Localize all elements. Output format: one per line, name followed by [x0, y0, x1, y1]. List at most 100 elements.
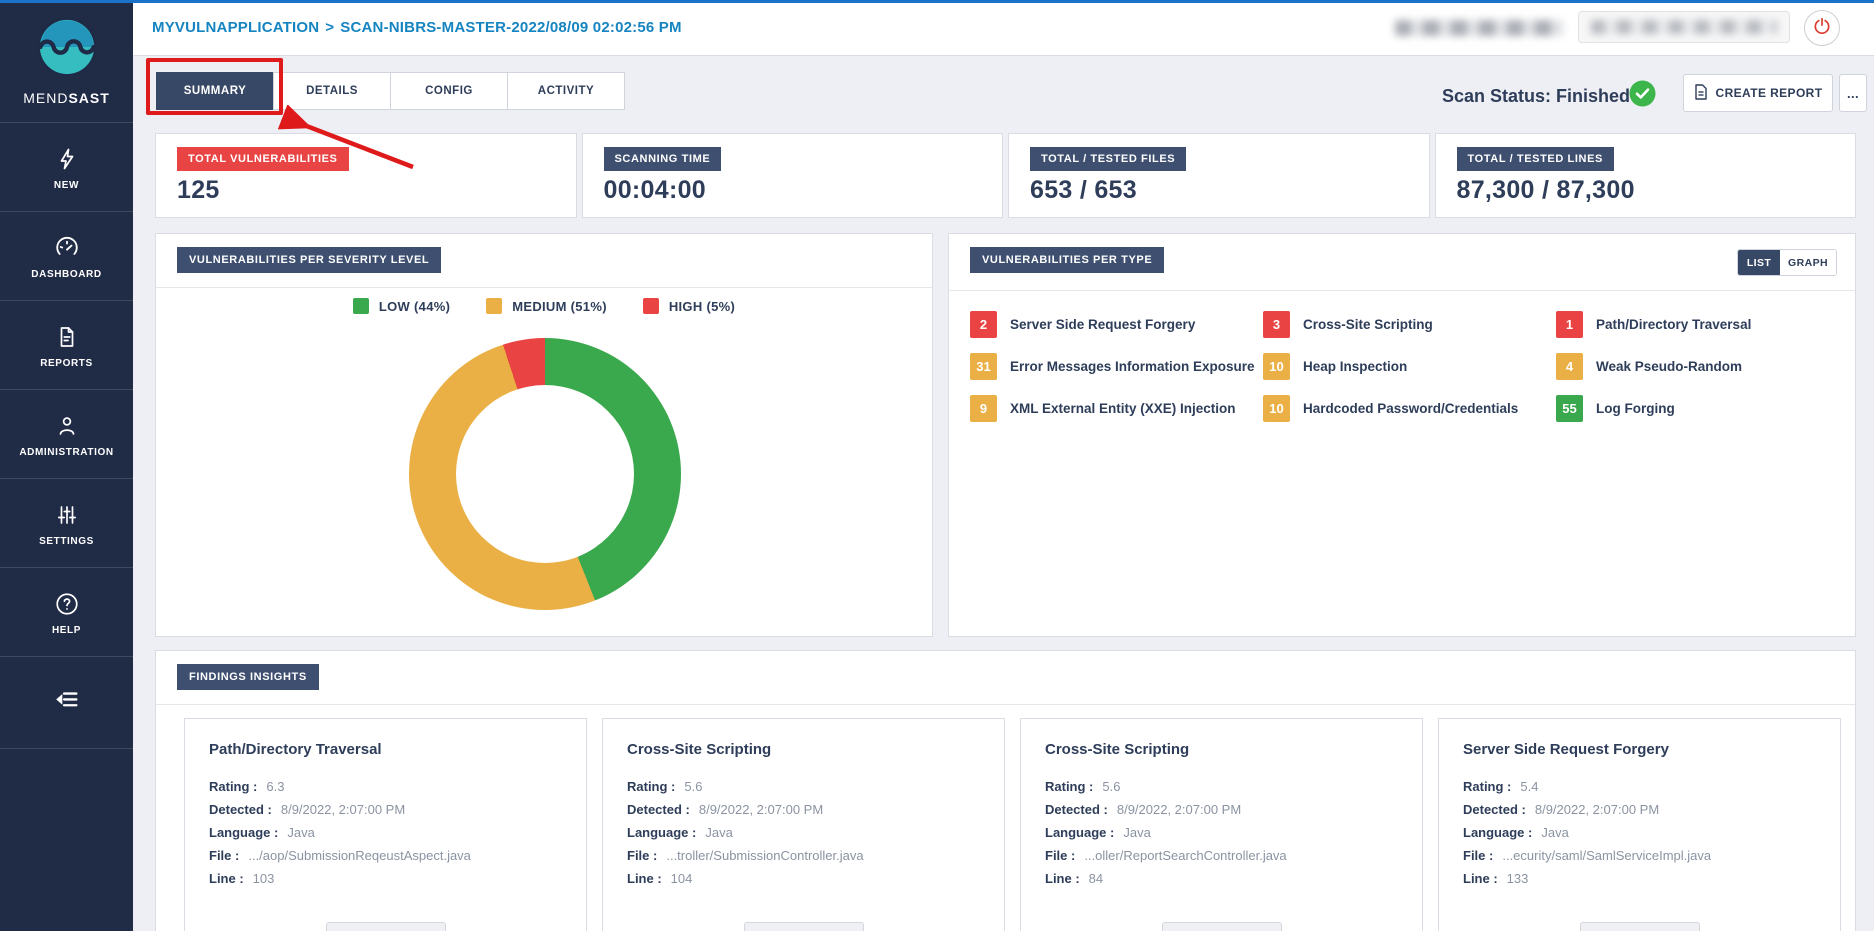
finding-rating: 6.3 [266, 779, 285, 794]
top-header: MYVULNAPPLICATION > SCAN-NIBRS-MASTER-2022… [133, 0, 1874, 56]
finding-language: Java [1541, 825, 1569, 840]
legend-swatch [352, 298, 369, 314]
finding-detected: 8/9/2022, 2:07:00 PM [698, 802, 824, 817]
tab-summary[interactable]: SUMMARY [156, 72, 274, 110]
finding-rating: 5.6 [1102, 779, 1121, 794]
breadcrumb: MYVULNAPPLICATION > SCAN-NIBRS-MASTER-2022… [152, 19, 682, 36]
stat-value: 125 [177, 176, 220, 204]
toggle-graph-button[interactable]: GRAPH [1780, 250, 1836, 275]
scan-status-label: Scan Status: Finished [1442, 86, 1631, 106]
sidebar-item-label: ADMINISTRATION [19, 446, 114, 458]
type-item[interactable]: 1 Path/Directory Traversal [1556, 311, 1840, 338]
finding-action-button[interactable] [1161, 922, 1282, 931]
stat-badge: TOTAL VULNERABILITIES [177, 147, 349, 171]
sidebar-item-new[interactable]: NEW [0, 123, 133, 212]
list-graph-toggle: LIST GRAPH [1737, 249, 1837, 276]
type-item[interactable]: 4 Weak Pseudo-Random [1556, 353, 1840, 380]
donut-hole [456, 385, 634, 563]
finding-file: ...troller/SubmissionController.java [666, 848, 864, 863]
stat-total-tested-lines: TOTAL / TESTED LINES 87,300 / 87,300 [1434, 133, 1856, 218]
type-count-badge: 10 [1263, 395, 1290, 422]
toggle-list-button[interactable]: LIST [1738, 250, 1780, 275]
finding-title: Path/Directory Traversal [209, 741, 382, 758]
sidebar-item-administration[interactable]: ADMINISTRATION [0, 390, 133, 479]
finding-action-button[interactable] [743, 922, 864, 931]
finding-detected: 8/9/2022, 2:07:00 PM [1116, 802, 1242, 817]
finding-action-button[interactable] [325, 922, 446, 931]
legend-item-high[interactable]: HIGH (5%) [642, 298, 735, 314]
findings-panel: FINDINGS INSIGHTS Path/Directory Travers… [155, 650, 1856, 931]
finding-details: Rating :5.4 Detected :8/9/2022, 2:07:00 … [1463, 779, 1712, 886]
finding-action-button[interactable] [1579, 922, 1700, 931]
severity-panel: VULNERABILITIES PER SEVERITY LEVEL LOW (… [155, 233, 933, 637]
sidebar-item-label: DASHBOARD [31, 268, 102, 280]
stat-total-tested-files: TOTAL / TESTED FILES 653 / 653 [1008, 133, 1430, 218]
sidebar-item-label: NEW [53, 179, 80, 191]
more-actions-button[interactable]: ... [1839, 74, 1867, 112]
stat-scanning-time: SCANNING TIME 00:04:00 [581, 133, 1003, 218]
sidebar-item-dashboard[interactable]: DASHBOARD [0, 212, 133, 301]
type-item[interactable]: 31 Error Messages Information Exposure [970, 353, 1263, 380]
type-panel-title: VULNERABILITIES PER TYPE [970, 247, 1165, 273]
breadcrumb-scan-link[interactable]: SCAN-NIBRS-MASTER-2022/08/09 02:02:56 PM [340, 19, 682, 36]
stat-value: 653 / 653 [1030, 176, 1137, 204]
scan-tabs: SUMMARY DETAILS CONFIG ACTIVITY [156, 72, 625, 110]
sidebar-item-label: REPORTS [40, 357, 93, 369]
type-count-badge: 55 [1556, 395, 1583, 422]
type-count-badge: 31 [970, 353, 997, 380]
logout-button[interactable] [1804, 10, 1840, 46]
finding-rating: 5.6 [684, 779, 703, 794]
sidebar-item-reports[interactable]: REPORTS [0, 301, 133, 390]
type-count-badge: 1 [1556, 311, 1583, 338]
divider [156, 287, 932, 288]
findings-panel-title: FINDINGS INSIGHTS [177, 664, 319, 690]
stats-row: TOTAL VULNERABILITIES 125 SCANNING TIME … [155, 133, 1856, 218]
type-item[interactable]: 2 Server Side Request Forgery [970, 311, 1263, 338]
type-count-badge: 10 [1263, 353, 1290, 380]
mend-logo[interactable]: MENDSAST [0, 0, 133, 123]
type-item[interactable]: 55 Log Forging [1556, 395, 1840, 422]
sidebar-item-help[interactable]: HELP [0, 568, 133, 657]
lightning-icon [55, 144, 79, 174]
tab-activity[interactable]: ACTIVITY [507, 72, 625, 110]
type-item[interactable]: 3 Cross-Site Scripting [1263, 311, 1556, 338]
power-icon [1812, 16, 1832, 41]
tab-config[interactable]: CONFIG [390, 72, 508, 110]
brand-name: MENDSAST [23, 90, 110, 106]
finding-line: 84 [1088, 871, 1104, 886]
legend-item-medium[interactable]: MEDIUM (51%) [486, 298, 607, 314]
tab-details[interactable]: DETAILS [273, 72, 391, 110]
finding-details: Rating :5.6 Detected :8/9/2022, 2:07:00 … [627, 779, 864, 886]
type-item[interactable]: 10 Heap Inspection [1263, 353, 1556, 380]
severity-panel-title: VULNERABILITIES PER SEVERITY LEVEL [177, 247, 442, 273]
finding-file: ...ecurity/saml/SamlServiceImpl.java [1502, 848, 1712, 863]
redacted-account-select[interactable] [1578, 11, 1790, 43]
user-icon [55, 411, 79, 441]
type-item[interactable]: 9 XML External Entity (XXE) Injection [970, 395, 1263, 422]
severity-legend: LOW (44%) MEDIUM (51%) HIGH (5%) [156, 298, 932, 314]
legend-swatch [642, 298, 659, 314]
finding-detected: 8/9/2022, 2:07:00 PM [1534, 802, 1660, 817]
stat-total-vulnerabilities: TOTAL VULNERABILITIES 125 [155, 133, 577, 218]
help-circle-icon [54, 589, 80, 619]
sidebar-item-settings[interactable]: SETTINGS [0, 479, 133, 568]
report-document-icon [55, 322, 79, 352]
dashboard-gauge-icon [54, 233, 80, 263]
sliders-icon [55, 500, 79, 530]
stat-value: 87,300 / 87,300 [1456, 176, 1635, 204]
finding-title: Cross-Site Scripting [627, 741, 772, 758]
divider [156, 704, 1855, 705]
legend-item-low[interactable]: LOW (44%) [352, 298, 450, 314]
finding-language: Java [287, 825, 315, 840]
create-report-button[interactable]: CREATE REPORT [1683, 74, 1833, 112]
type-item[interactable]: 10 Hardcoded Password/Credentials [1263, 395, 1556, 422]
check-circle-icon [1629, 80, 1656, 112]
breadcrumb-application-link[interactable]: MYVULNAPPLICATION [152, 19, 320, 36]
type-count-badge: 9 [970, 395, 997, 422]
type-count-badge: 4 [1556, 353, 1583, 380]
finding-line: 103 [252, 871, 275, 886]
collapse-sidebar-button[interactable] [0, 657, 133, 749]
finding-title: Cross-Site Scripting [1045, 741, 1190, 758]
collapse-sidebar-icon [53, 686, 81, 719]
vulnerability-type-list: 2 Server Side Request Forgery 3 Cross-Si… [970, 311, 1840, 422]
